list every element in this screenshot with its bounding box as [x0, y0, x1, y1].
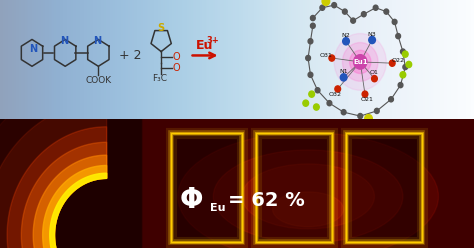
Circle shape [341, 110, 346, 115]
Circle shape [343, 38, 349, 45]
Circle shape [349, 50, 371, 73]
Text: O1: O1 [370, 70, 379, 75]
Bar [171, 133, 242, 242]
Circle shape [372, 76, 377, 82]
Bar [256, 133, 332, 242]
Circle shape [398, 83, 403, 88]
Circle shape [327, 101, 332, 106]
Circle shape [310, 15, 315, 21]
Circle shape [329, 55, 335, 61]
Text: O32: O32 [329, 92, 342, 97]
Bar [171, 133, 242, 242]
Circle shape [351, 18, 356, 23]
Text: O: O [172, 52, 180, 62]
Circle shape [342, 43, 378, 81]
Bar [171, 133, 242, 242]
Text: Eu: Eu [210, 203, 225, 213]
Circle shape [310, 23, 315, 28]
Text: + 2: + 2 [119, 49, 142, 62]
Text: = 62 %: = 62 % [228, 191, 304, 210]
Text: COOK: COOK [85, 76, 111, 85]
Circle shape [362, 91, 368, 97]
Ellipse shape [242, 164, 374, 229]
Text: Φ: Φ [180, 186, 204, 214]
Bar [256, 133, 332, 242]
Circle shape [334, 33, 386, 90]
Circle shape [303, 100, 309, 106]
Text: N: N [29, 44, 37, 54]
Text: O22: O22 [392, 58, 405, 63]
Text: O31: O31 [319, 53, 332, 58]
Circle shape [369, 36, 375, 44]
Text: O21: O21 [361, 97, 374, 102]
Circle shape [374, 108, 379, 114]
Bar [346, 133, 422, 242]
Circle shape [374, 5, 378, 10]
Circle shape [390, 60, 395, 66]
Circle shape [315, 88, 320, 93]
Polygon shape [0, 75, 107, 248]
Text: S: S [157, 23, 165, 32]
Bar [346, 133, 422, 242]
Circle shape [361, 12, 366, 17]
Circle shape [389, 97, 393, 102]
Circle shape [365, 115, 373, 123]
Text: F₃C: F₃C [153, 74, 167, 83]
Circle shape [309, 91, 315, 97]
Circle shape [384, 9, 389, 14]
Text: Eu: Eu [196, 39, 214, 52]
Circle shape [400, 72, 406, 78]
Circle shape [406, 62, 411, 67]
Circle shape [322, 0, 330, 5]
Polygon shape [21, 142, 107, 248]
Polygon shape [50, 173, 107, 248]
Circle shape [403, 64, 408, 70]
Polygon shape [0, 101, 107, 248]
Circle shape [342, 9, 347, 14]
Text: N: N [60, 36, 68, 46]
Text: O: O [172, 63, 180, 73]
Bar [256, 133, 332, 242]
Text: N: N [93, 36, 101, 46]
Circle shape [332, 2, 337, 8]
Circle shape [401, 49, 405, 54]
Polygon shape [7, 127, 107, 248]
Bar [256, 133, 332, 242]
Bar [346, 133, 422, 242]
Bar [256, 133, 332, 242]
Polygon shape [33, 155, 107, 248]
Ellipse shape [273, 192, 344, 227]
Circle shape [358, 114, 363, 119]
Bar [171, 133, 242, 242]
Text: Eu1: Eu1 [353, 59, 367, 65]
Ellipse shape [213, 150, 403, 243]
Bar [346, 133, 422, 242]
Bar [171, 133, 242, 242]
Text: N2: N2 [342, 33, 350, 38]
Circle shape [340, 74, 347, 81]
Ellipse shape [178, 133, 438, 248]
Circle shape [396, 33, 401, 39]
Circle shape [306, 56, 310, 61]
Circle shape [314, 104, 319, 110]
Text: N3: N3 [368, 32, 376, 37]
Circle shape [308, 39, 313, 44]
Circle shape [335, 86, 340, 92]
Circle shape [308, 72, 313, 77]
Bar [346, 133, 422, 242]
Text: 3+: 3+ [207, 36, 219, 45]
Circle shape [392, 19, 397, 25]
Circle shape [402, 51, 408, 57]
Polygon shape [43, 165, 107, 248]
Circle shape [320, 5, 325, 10]
Text: N1: N1 [339, 69, 348, 74]
Circle shape [354, 55, 367, 69]
